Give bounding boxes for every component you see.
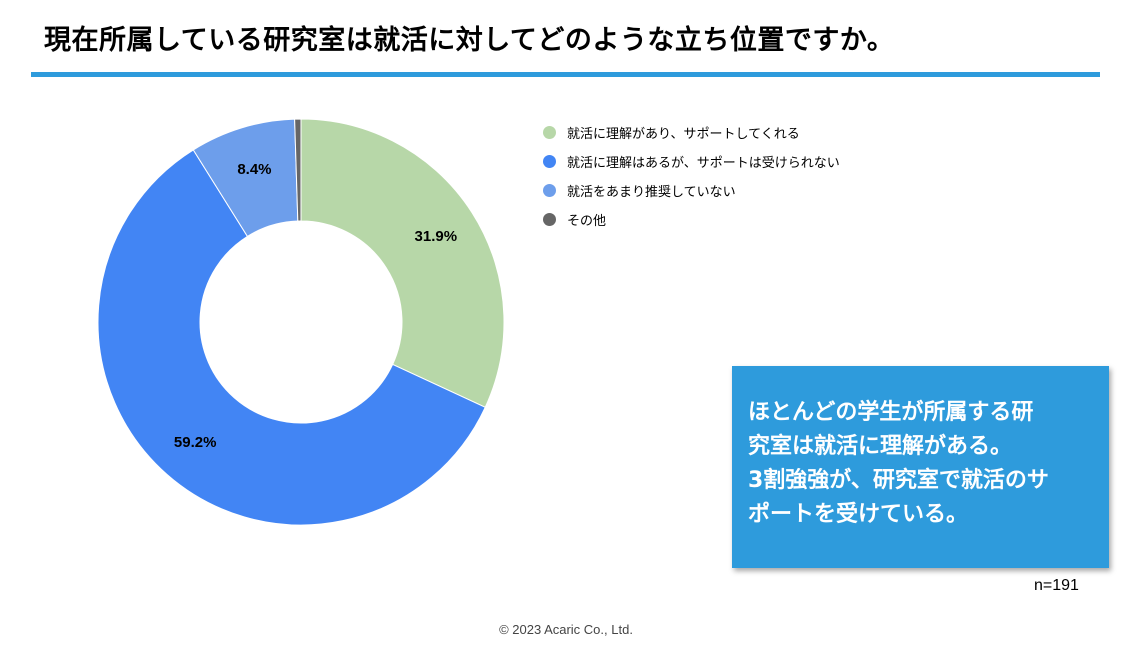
slice-label-support: 31.9% bbox=[415, 228, 458, 245]
legend-label: 就活に理解はあるが、サポートは受けられない bbox=[567, 156, 840, 171]
legend-item: 就活をあまり推奨していない bbox=[543, 176, 840, 205]
slice-label-not-encouraged: 8.4% bbox=[237, 161, 271, 178]
slice-label-no-support: 59.2% bbox=[174, 434, 217, 451]
legend-item: 就活に理解があり、サポートしてくれる bbox=[543, 118, 840, 147]
legend-swatch bbox=[543, 155, 556, 168]
page-title: 現在所属している研究室は就活に対してどのような立ち位置ですか。 bbox=[44, 25, 895, 56]
legend-label: 就活をあまり推奨していない bbox=[567, 185, 736, 200]
summary-callout: ほとんどの学生が所属する研 究室は就活に理解がある。 3割強強が、研究室で就活の… bbox=[732, 366, 1109, 568]
callout-line: ほとんどの学生が所属する研 bbox=[748, 400, 1034, 425]
copyright: © 2023 Acaric Co., Ltd. bbox=[499, 622, 633, 637]
legend-swatch bbox=[543, 184, 556, 197]
slice-other bbox=[294, 118, 302, 222]
legend-item: その他 bbox=[543, 205, 840, 234]
slice-no-support bbox=[97, 149, 486, 526]
legend-item: 就活に理解はあるが、サポートは受けられない bbox=[543, 147, 840, 176]
callout-line: 3割強強が、研究室で就活のサ bbox=[748, 468, 1049, 493]
legend-swatch bbox=[543, 213, 556, 226]
legend-label: 就活に理解があり、サポートしてくれる bbox=[567, 127, 800, 142]
callout-line: 究室は就活に理解がある。 bbox=[748, 434, 1013, 459]
legend-label: その他 bbox=[567, 214, 607, 229]
slice-support bbox=[300, 118, 505, 408]
sample-size: n=191 bbox=[1034, 577, 1079, 594]
chart-legend: 就活に理解があり、サポートしてくれる 就活に理解はあるが、サポートは受けられない… bbox=[543, 118, 840, 234]
title-divider bbox=[31, 72, 1100, 77]
callout-line: ポートを受けている。 bbox=[748, 502, 969, 527]
donut-chart: 31.9% 59.2% 8.4% bbox=[97, 118, 505, 526]
legend-swatch bbox=[543, 126, 556, 139]
